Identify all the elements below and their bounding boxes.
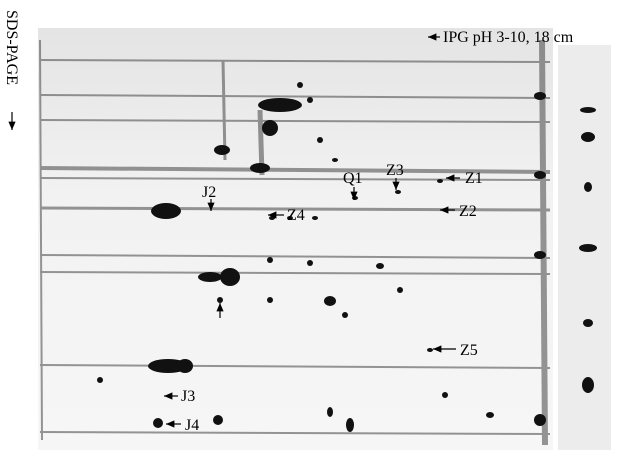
spot-label: Z1 <box>465 170 483 187</box>
spot-label: J3 <box>181 388 195 405</box>
sds-label: SDS-PAGE <box>3 10 20 85</box>
spot-label: J4 <box>185 417 199 434</box>
gel-figure: IPG pH 3-10, 18 cm SDS-PAGE Z1 Z2 Z3 Z4 … <box>0 0 631 450</box>
spot-label: Z4 <box>287 207 305 224</box>
ipg-label: IPG pH 3-10, 18 cm <box>443 29 574 46</box>
spot-label: J2 <box>202 184 216 201</box>
spot-label: Q1 <box>343 170 363 187</box>
gel <box>38 28 611 450</box>
spot-label: Z3 <box>386 162 404 179</box>
spot-label: Z5 <box>460 342 478 359</box>
spot-label: Z2 <box>459 203 477 220</box>
gel-background <box>38 28 553 450</box>
